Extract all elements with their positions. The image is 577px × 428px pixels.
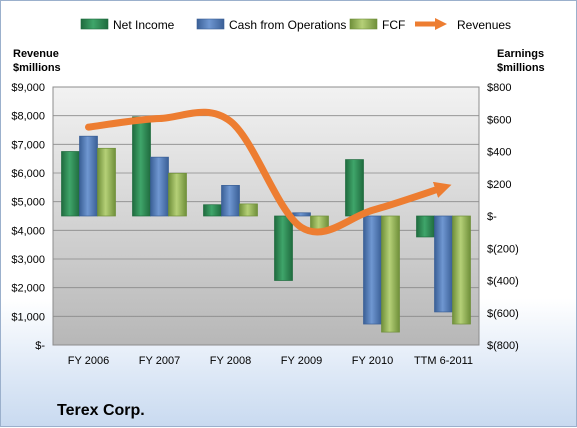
right-tick-label-7: $600	[487, 114, 511, 126]
left-tick-label-2: $2,000	[11, 283, 45, 295]
bar-fcf-1	[169, 173, 187, 216]
right-axis-label-line2: $millions	[497, 62, 545, 74]
left-tick-label-6: $6,000	[11, 168, 45, 180]
right-tick-label-2: $(400)	[487, 276, 519, 288]
left-axis-label-line2: $millions	[13, 62, 61, 74]
left-axis-label-line1: Revenue	[13, 48, 59, 60]
bar-net-income-5	[417, 216, 435, 237]
right-tick-label-3: $(200)	[487, 243, 519, 255]
right-tick-label-0: $(800)	[487, 340, 519, 352]
legend-label-fcf: FCF	[382, 18, 405, 32]
left-tick-label-8: $8,000	[11, 111, 45, 123]
left-tick-label-4: $4,000	[11, 225, 45, 237]
right-tick-label-1: $(600)	[487, 308, 519, 320]
bar-cash-from-operations-1	[151, 157, 169, 216]
category-label-4: FY 2010	[352, 355, 393, 367]
bar-net-income-4	[346, 160, 364, 216]
left-tick-label-5: $5,000	[11, 197, 45, 209]
bar-cash-from-operations-5	[435, 216, 453, 312]
left-tick-label-3: $3,000	[11, 254, 45, 266]
left-tick-label-1: $1,000	[11, 311, 45, 323]
bar-cash-from-operations-2	[222, 185, 240, 216]
left-tick-label-7: $7,000	[11, 139, 45, 151]
bar-fcf-0	[98, 148, 116, 216]
left-tick-label-9: $9,000	[11, 82, 45, 94]
category-labels: FY 2006 FY 2007 FY 2008 FY 2009 FY 2010 TTM 6…	[68, 355, 473, 367]
bar-net-income-0	[62, 152, 80, 217]
bar-fcf-5	[453, 216, 471, 324]
category-label-0: FY 2006	[68, 355, 109, 367]
legend-swatch-cash-from-operations	[197, 19, 224, 29]
legend-label-net-income: Net Income	[113, 18, 175, 32]
bar-fcf-2	[240, 204, 258, 216]
bar-cash-from-operations-0	[80, 136, 98, 216]
right-tick-label-4: $-	[487, 211, 497, 223]
category-label-2: FY 2008	[210, 355, 251, 367]
right-axis-label-line1: Earnings	[497, 48, 544, 60]
bar-fcf-4	[382, 216, 400, 332]
right-tick-label-8: $800	[487, 82, 511, 94]
legend-swatch-net-income	[81, 19, 108, 29]
legend-swatch-fcf	[350, 19, 377, 29]
right-tick-label-6: $400	[487, 147, 511, 159]
left-axis-ticks: $- $1,000 $2,000 $3,000 $4,000 $5,000 $6,000 $7…	[11, 82, 45, 352]
left-tick-label-0: $-	[35, 340, 45, 352]
legend-label-revenues: Revenues	[457, 18, 511, 32]
legend: Net Income Cash from Operations FCF Reve…	[81, 18, 511, 32]
bar-net-income-1	[133, 117, 151, 216]
right-tick-label-5: $200	[487, 179, 511, 191]
bar-net-income-3	[275, 216, 293, 281]
bar-cash-from-operations-3	[293, 213, 311, 216]
category-label-5: TTM 6-2011	[414, 355, 473, 367]
legend-label-cash-from-operations: Cash from Operations	[229, 18, 346, 32]
company-name: Terex Corp.	[57, 402, 145, 419]
bar-net-income-2	[204, 205, 222, 216]
right-axis-ticks: $(800) $(600) $(400) $(200) $- $200 $400 $600 $8…	[487, 82, 519, 352]
category-label-3: FY 2009	[281, 355, 322, 367]
bar-cash-from-operations-4	[364, 216, 382, 324]
category-label-1: FY 2007	[139, 355, 180, 367]
